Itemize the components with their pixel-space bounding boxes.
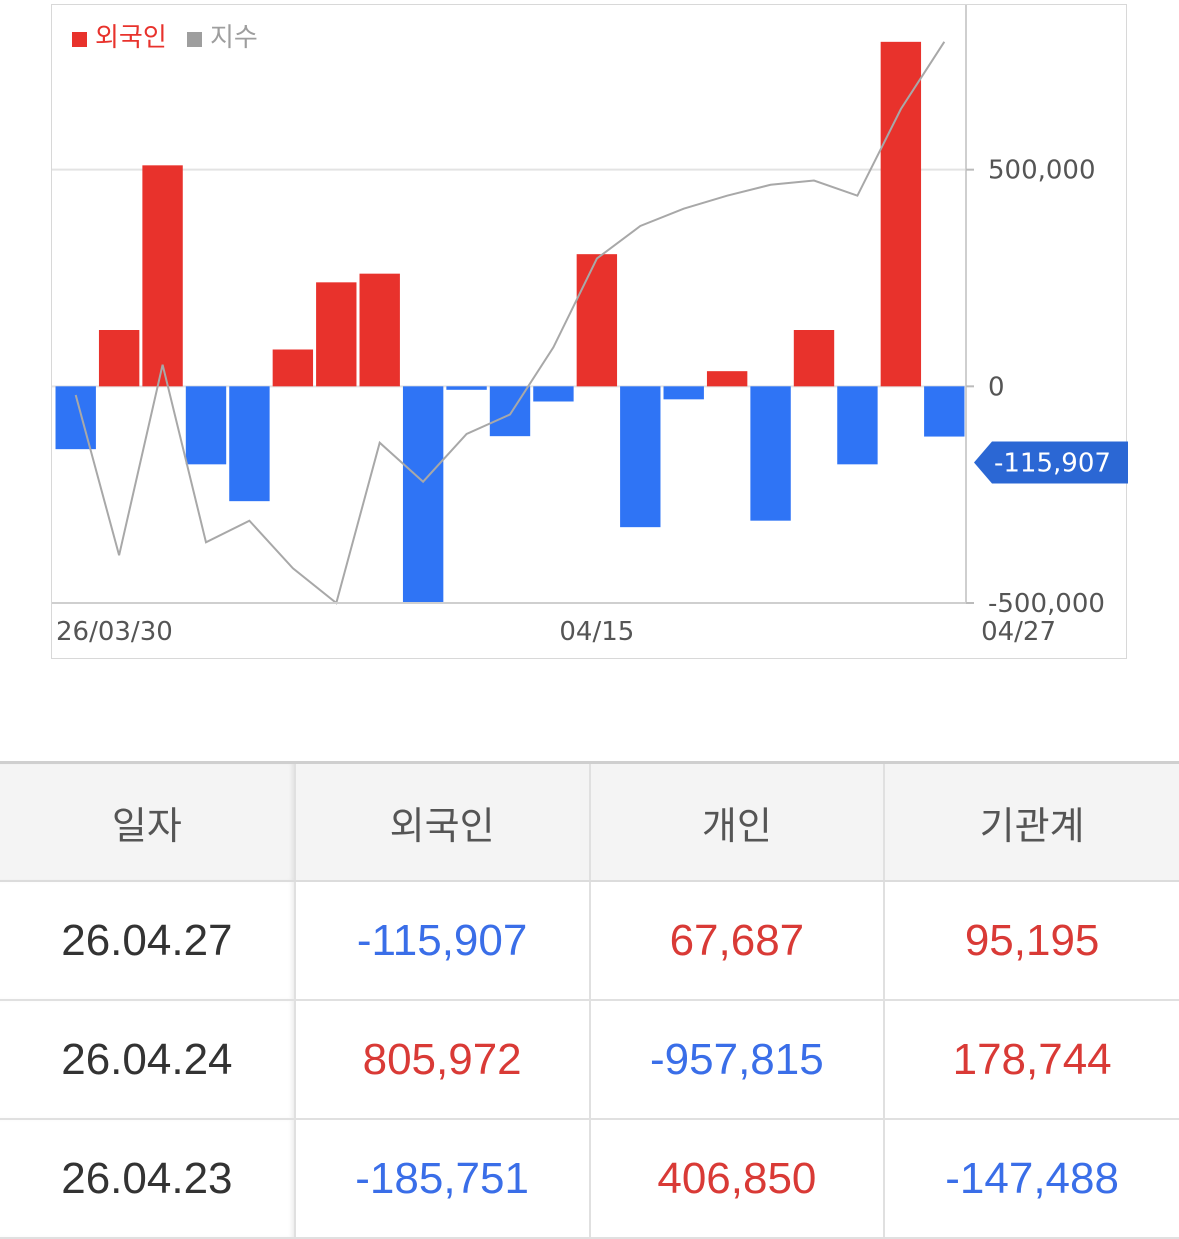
legend-swatch: [72, 32, 87, 47]
legend-swatch: [187, 32, 202, 47]
bar: [142, 165, 183, 387]
bar: [620, 386, 661, 528]
table-row[interactable]: 26.04.23 -185,751 406,850 -147,488: [0, 1119, 1179, 1239]
y-tick-label: 500,000: [988, 156, 1096, 186]
bar: [229, 386, 270, 502]
institution-cell: 178,744: [884, 1000, 1179, 1120]
chart-svg: 500,000 0 -500,000 26/03/30 04/15 04/27 외국인 지수…: [52, 5, 1128, 647]
bar: [402, 386, 444, 603]
bar: [837, 386, 878, 465]
bar: [706, 371, 748, 387]
legend-label: 지수: [210, 23, 258, 53]
bar: [880, 41, 922, 387]
table-row[interactable]: 26.04.24 805,972 -957,815 178,744: [0, 1000, 1179, 1120]
index-line: [74, 41, 946, 605]
bar: [185, 386, 227, 465]
bar: [576, 254, 618, 387]
y-tick-label: 0: [988, 372, 1005, 402]
investor-flow-table: 일자 외국인 개인 기관계 26.04.27 -115,907 67,687 9…: [0, 761, 1179, 1239]
date-cell: 26.04.24: [0, 1000, 296, 1120]
bar: [663, 386, 704, 400]
y-tick-label: -500,000: [988, 589, 1105, 619]
bar: [750, 386, 791, 521]
x-tick-label: 04/15: [559, 617, 634, 647]
bar: [316, 282, 357, 387]
header-foreign: 외국인: [294, 761, 591, 882]
bar: [98, 330, 140, 387]
foreign-cell: -115,907: [294, 881, 591, 1001]
bar: [533, 386, 574, 402]
date-cell: 26.04.23: [0, 1119, 296, 1239]
header-individual: 개인: [589, 761, 886, 882]
table-row[interactable]: 26.04.27 -115,907 67,687 95,195: [0, 881, 1179, 1001]
header-institution: 기관계: [884, 761, 1179, 882]
foreign-investor-chart: 500,000 0 -500,000 26/03/30 04/15 04/27 외국인 지수…: [51, 4, 1128, 659]
foreign-cell: 805,972: [294, 1000, 591, 1120]
legend-label: 외국인: [95, 23, 167, 53]
institution-cell: 95,195: [884, 881, 1179, 1001]
header-date: 일자: [0, 761, 296, 882]
table-header-row: 일자 외국인 개인 기관계: [0, 761, 1179, 882]
bar: [793, 330, 835, 387]
last-value-callout: [974, 441, 1128, 484]
bar: [924, 386, 965, 437]
foreign-cell: -185,751: [294, 1119, 591, 1239]
last-value-label: -115,907: [994, 449, 1111, 479]
bar: [359, 273, 400, 387]
x-tick-label: 26/03/30: [56, 617, 173, 647]
bar: [446, 386, 487, 390]
institution-cell: -147,488: [884, 1119, 1179, 1239]
individual-cell: -957,815: [589, 1000, 886, 1120]
bar: [272, 349, 314, 387]
date-cell: 26.04.27: [0, 881, 296, 1001]
individual-cell: 67,687: [589, 881, 886, 1001]
x-tick-label: 04/27: [981, 617, 1056, 647]
individual-cell: 406,850: [589, 1119, 886, 1239]
